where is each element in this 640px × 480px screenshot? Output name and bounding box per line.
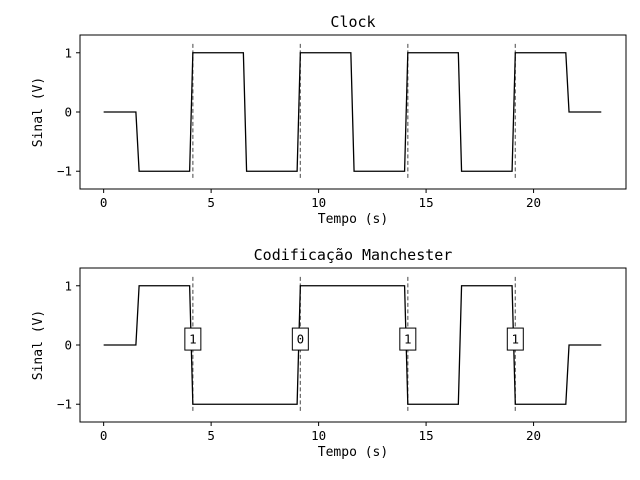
- x-tick-label-4: 20: [526, 428, 541, 443]
- signal-line: [103, 285, 602, 405]
- y-tick-label-0: −1: [57, 164, 72, 179]
- bit-label-box-2: [291, 327, 309, 351]
- bit-label-box-3: [399, 327, 417, 351]
- x-tick-label-3: 15: [419, 195, 434, 210]
- x-tick-label-0: 0: [100, 428, 108, 443]
- x-tick-label-3: 15: [419, 428, 434, 443]
- bit-label-4: 1: [512, 332, 520, 347]
- signal-line: [103, 52, 602, 172]
- x-tick-label-2: 10: [311, 195, 326, 210]
- x-tick-label-4: 20: [526, 195, 541, 210]
- x-tick-label-2: 10: [311, 428, 326, 443]
- bit-label-3: 1: [404, 332, 412, 347]
- y-axis-label: Sinal (V): [31, 77, 46, 147]
- x-axis-label: Tempo (s): [318, 212, 388, 227]
- bit-label-1: 1: [189, 332, 197, 347]
- y-tick-label-1: 0: [64, 105, 72, 120]
- x-axis-label: Tempo (s): [318, 445, 388, 460]
- y-tick-label-2: 1: [64, 45, 72, 60]
- x-tick-label-1: 5: [207, 428, 215, 443]
- bit-label-2: 0: [297, 332, 305, 347]
- x-tick-label-0: 0: [100, 195, 108, 210]
- x-tick-label-1: 5: [207, 195, 215, 210]
- subplot-1: 0 5 10 15 20 −1 0 1 Clock Tempo (s) Sinal (V): [31, 13, 627, 227]
- y-tick-label-2: 1: [64, 278, 72, 293]
- y-axis-label: Sinal (V): [31, 310, 46, 380]
- bit-label-box-4: [506, 327, 524, 351]
- y-tick-label-0: −1: [57, 397, 72, 412]
- axes-frame: [79, 267, 627, 423]
- y-tick-label-1: 0: [64, 338, 72, 353]
- chart-title: Clock: [330, 13, 375, 31]
- bit-label-box-1: [184, 327, 202, 351]
- chart-title: Codificação Manchester: [254, 246, 453, 264]
